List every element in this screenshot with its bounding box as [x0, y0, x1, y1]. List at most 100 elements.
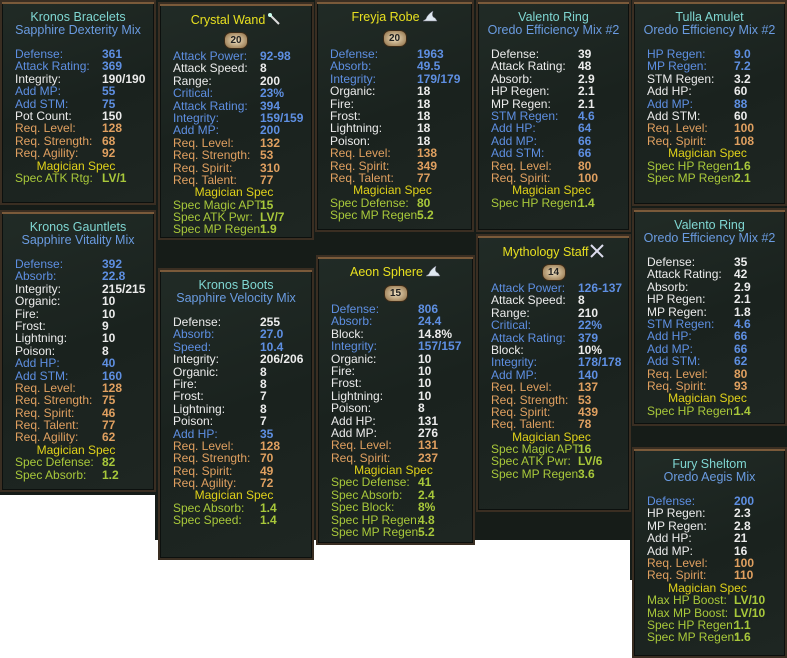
stat-label: Lightning: — [15, 331, 68, 346]
stat-value: 237 — [418, 450, 439, 465]
stat-value: 3.2 — [734, 71, 751, 86]
stat-label: MP Regen: — [491, 96, 551, 111]
stat-value: 349 — [417, 158, 438, 173]
stat-row: Req. Strength: 53 — [491, 393, 625, 406]
spec-row: Spec HP Regen: 1.6 — [647, 159, 781, 172]
spec-value: 16 — [578, 442, 592, 457]
stat-row: Req. Level: 100 — [647, 555, 781, 570]
spec-row: Spec HP Regen: 4.8 — [331, 513, 469, 526]
spec-label: Spec HP Regen: — [491, 195, 581, 210]
spec-row: Spec ATK Rtg: LV/1 — [15, 171, 150, 184]
stat-label: Absorb: — [330, 59, 372, 74]
item-tooltip-aeon-sphere: Aeon Sphere 15 Defense: 806 Absorb: 24.4 Block… — [316, 255, 475, 545]
stat-label: Integrity: — [491, 355, 538, 370]
mix-name: Sapphire Vitality Mix — [21, 233, 135, 247]
stat-value: 66 — [734, 329, 748, 344]
spec-row: Spec Defense: 82 — [15, 456, 150, 469]
stat-label: Req. Spirit: — [173, 463, 233, 478]
stat-value: 2.9 — [578, 71, 595, 86]
spec-value: 1.6 — [734, 630, 751, 645]
stat-row: Req. Talent: 77 — [330, 171, 468, 184]
stat-row: Req. Level: 138 — [330, 146, 468, 161]
stat-label: Absorb: — [173, 327, 215, 342]
stat-label: Req. Level: — [647, 121, 708, 136]
stat-row: Attack Power: 92-98 — [173, 50, 308, 63]
stat-row: Fire: 8 — [173, 378, 308, 391]
spec-label: Spec Absorb: — [173, 500, 245, 515]
stat-row: Block: 14.8% — [331, 327, 469, 340]
stat-value: 8 — [260, 61, 267, 76]
item-tooltip-valento-ring: Valento Ring Oredo Efficiency Mix #2 Defen… — [632, 208, 787, 426]
stat-label: Req. Spirit: — [15, 405, 75, 420]
stat-row: Req. Strength: 70 — [173, 451, 308, 466]
spec-value: 15 — [260, 197, 274, 212]
stat-row: Add MP: 88 — [647, 96, 781, 111]
stat-label: Integrity: — [173, 110, 220, 125]
item-name: Kronos Gauntlets — [29, 220, 127, 234]
stat-value: 2.1 — [578, 96, 595, 111]
stat-row: STM Regen: 4.6 — [647, 318, 781, 331]
stat-label: Req. Level: — [647, 366, 708, 381]
stat-label: Req. Strength: — [15, 133, 93, 148]
spec-row: Spec MP Regen: 5.2 — [330, 208, 468, 223]
crossed-swords-icon — [590, 244, 605, 261]
stat-row: Absorb: 2.9 — [647, 280, 781, 293]
stat-value: 70 — [260, 451, 274, 466]
stat-label: HP Regen: — [647, 506, 706, 521]
stat-label: Req. Spirit: — [647, 133, 707, 148]
stat-value: 126-137 — [578, 281, 623, 295]
stat-label: Req. Level: — [330, 146, 391, 161]
stat-row: Add HP: 35 — [173, 427, 308, 440]
stat-label: Req. Talent: — [491, 417, 555, 432]
stat-value: 60 — [734, 108, 748, 123]
stat-row: Fire: 18 — [330, 96, 468, 111]
spec-row: Spec ATK Pwr: LV/7 — [173, 211, 308, 224]
spec-label: Spec MP Regen: — [330, 208, 421, 223]
stat-label: Fire: — [330, 96, 354, 111]
stat-row: Add STM: 62 — [647, 354, 781, 369]
item-title: Fury Sheltom — [634, 457, 785, 471]
stat-row: Range: 200 — [173, 74, 308, 87]
spec-row: Spec Block: 8% — [331, 501, 469, 514]
stat-row: HP Regen: 9.0 — [647, 48, 781, 61]
stat-label: Organic: — [331, 351, 377, 366]
stat-value: 159/159 — [260, 110, 304, 125]
stat-row: Defense: 806 — [331, 303, 469, 316]
stat-label: Add STM: — [15, 96, 69, 111]
spec-value: LV/10 — [734, 605, 766, 620]
stat-label: Req. Spirit: — [647, 378, 707, 393]
stat-label: Block: — [491, 342, 524, 357]
stat-value: 369 — [102, 59, 123, 74]
stat-label: Req. Agility: — [15, 146, 79, 161]
stat-label: Integrity: — [330, 71, 377, 86]
item-title: Kronos Boots — [160, 278, 312, 292]
stat-row: Speed: 10.4 — [173, 340, 308, 353]
stat-row: Defense: 39 — [491, 48, 625, 61]
stat-row: Range: 210 — [491, 305, 625, 320]
stat-value: 160 — [102, 368, 123, 383]
stat-value: 88 — [734, 96, 748, 111]
stat-value: 62 — [102, 430, 116, 445]
item-title: Mythology Staff — [478, 244, 629, 261]
stat-label: Frost: — [330, 108, 361, 123]
stat-label: Range: — [491, 305, 530, 320]
stat-value: 10% — [578, 342, 603, 357]
spec-header: Magician Spec — [354, 463, 433, 478]
stat-label: Req. Spirit: — [491, 404, 551, 419]
stat-row: Req. Spirit: 100 — [491, 170, 625, 185]
stat-label: Organic: — [15, 294, 61, 309]
stat-label: Lightning: — [330, 121, 383, 136]
stat-label: Req. Strength: — [15, 393, 93, 408]
stat-label: Attack Rating: — [491, 330, 566, 345]
item-title: Freyja Robe — [317, 10, 472, 25]
stat-row: Req. Strength: 68 — [15, 133, 150, 148]
stat-label: Add STM: — [647, 354, 701, 369]
stat-label: Req. Spirit: — [331, 450, 391, 465]
stat-label: Add STM: — [15, 368, 69, 383]
stat-value: 100 — [578, 170, 599, 185]
stat-label: Req. Spirit: — [173, 160, 233, 175]
stat-value: 100 — [734, 555, 755, 570]
stat-label: Add STM: — [647, 108, 701, 123]
stat-label: Attack Speed: — [491, 293, 566, 308]
stat-value: 2.1 — [734, 292, 751, 307]
